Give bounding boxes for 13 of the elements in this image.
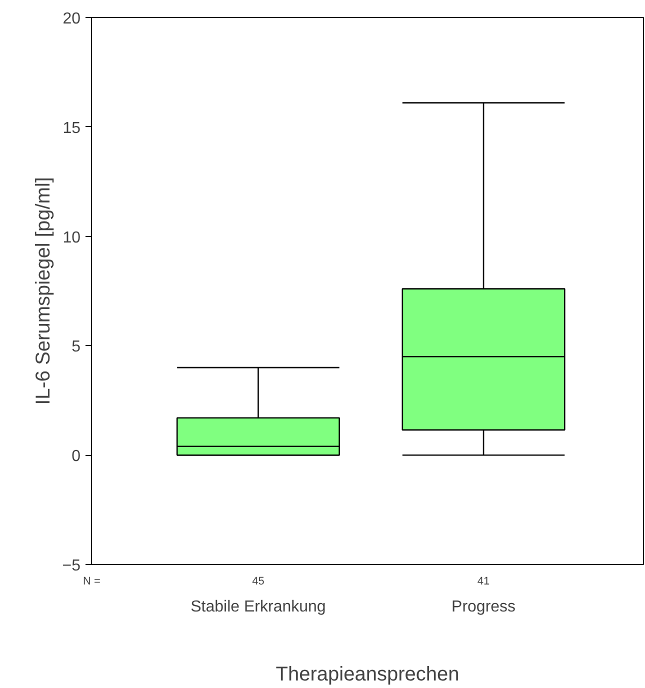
y-tick-label: −5 xyxy=(62,558,81,574)
y-tick-label: 20 xyxy=(62,10,81,28)
y-tick-label: 15 xyxy=(62,120,81,137)
y-tick-label: 10 xyxy=(62,229,81,246)
x-axis-title: Therapieansprechen xyxy=(276,664,460,686)
y-tick-label: 5 xyxy=(72,338,81,356)
x-tick-label: Progress xyxy=(452,598,516,616)
text: N = xyxy=(83,576,100,588)
x-tick-label: Stabile Erkrankung xyxy=(190,598,326,616)
text: 45 xyxy=(252,576,264,588)
text: 41 xyxy=(477,576,490,588)
y-axis-title: IL-6 Serumspiegel [pg/ml] xyxy=(32,177,54,405)
y-tick-label: 0 xyxy=(72,448,81,466)
